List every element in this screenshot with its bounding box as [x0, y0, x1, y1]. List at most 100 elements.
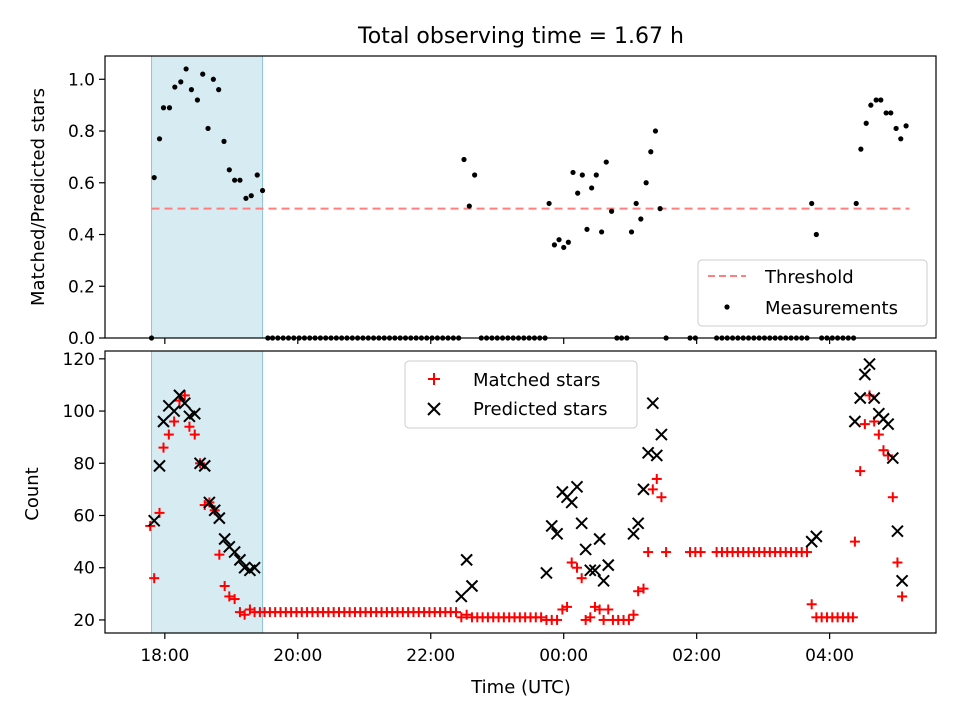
predicted-stars-point [198, 459, 211, 473]
predicted-legend-label: Predicted stars [473, 399, 607, 420]
count-x-tick-label: 02:00 [672, 646, 721, 666]
predicted-stars-point [540, 566, 553, 580]
measurements-point [166, 105, 173, 111]
predicted-stars-point [218, 532, 231, 546]
measurements-point [883, 110, 889, 116]
measurements-point [633, 200, 639, 207]
measurements-legend-swatch [724, 304, 730, 310]
predicted-stars-point [153, 459, 166, 473]
matched-stars-point [562, 601, 573, 612]
measurements-point [200, 71, 206, 77]
predicted-stars-point [167, 404, 181, 418]
measurements-point [237, 177, 243, 183]
matched-stars-point [628, 609, 639, 620]
measurements-point [248, 193, 254, 199]
measurements-point [813, 231, 819, 238]
ratio-y-tick-label: 0.8 [68, 122, 95, 142]
matched-stars-point [576, 573, 587, 584]
predicted-stars-point [584, 564, 597, 577]
predicted-stars-point [641, 446, 655, 460]
measurements-point [853, 200, 859, 207]
matched-stars-point [239, 609, 250, 620]
matched-stars-point [897, 591, 908, 602]
measurements-point [194, 97, 201, 103]
measurements-point [259, 187, 266, 194]
predicted-stars-point [455, 590, 468, 603]
predicted-stars-point [565, 496, 578, 509]
bottom-y-axis-label: Count [22, 467, 43, 520]
matched-stars-point [892, 557, 903, 568]
predicted-stars-point [602, 558, 615, 572]
predicted-stars-point [233, 553, 247, 567]
count-x-tick-label: 22:00 [406, 646, 455, 666]
matched-legend-label: Matched stars [473, 370, 600, 391]
matched-stars-point [536, 612, 547, 623]
predicted-stars-point [550, 527, 564, 540]
predicted-stars-point [858, 368, 872, 381]
matched-legend-swatch [428, 373, 440, 385]
predicted-stars-point [588, 564, 602, 577]
measurements-point [858, 146, 864, 152]
matched-stars-point [214, 549, 225, 560]
matched-stars-point [873, 429, 884, 440]
measurements-point [638, 216, 644, 222]
predicted-stars-point [575, 517, 588, 530]
measurements-point [873, 97, 879, 103]
count-x-tick-label: 04:00 [805, 646, 854, 666]
predicted-stars-point [810, 530, 823, 543]
measurements-point [599, 229, 605, 235]
matched-stars-point [224, 591, 235, 602]
measurements-point [210, 76, 216, 82]
measurements-point [652, 128, 659, 134]
matched-stars-point [184, 421, 195, 432]
predicted-stars-point [631, 517, 645, 530]
matched-stars-point [158, 442, 169, 453]
measurements-point [232, 177, 238, 183]
matched-stars-point [461, 609, 472, 620]
matched-stars-point [878, 445, 889, 456]
predicted-stars-point [848, 415, 862, 428]
predicted-stars-point [545, 519, 558, 533]
count-y-tick-label: 20 [73, 611, 95, 631]
measurements-point [461, 156, 467, 163]
measurements-point [809, 200, 815, 207]
predicted-stars-point [178, 397, 191, 410]
count-y-tick-label: 100 [63, 402, 95, 422]
measurements-point [172, 84, 178, 90]
count-observing-span [151, 350, 264, 634]
measurements-point [898, 136, 904, 142]
predicted-stars-point [208, 504, 221, 517]
predicted-stars-point [460, 553, 473, 567]
ratio-legend-box [697, 259, 928, 327]
measurements-point [579, 172, 585, 178]
measurements-point [156, 136, 163, 142]
matched-stars-point [219, 581, 230, 591]
predicted-stars-point [627, 527, 640, 540]
count-y-tick-label: 40 [73, 559, 95, 579]
measurements-point [643, 180, 649, 186]
matched-stars-point [695, 547, 706, 558]
count-x-tick-label: 00:00 [539, 646, 588, 666]
predicted-stars-point [891, 524, 904, 538]
measurements-point [657, 206, 663, 212]
matched-stars-point [855, 466, 866, 477]
measurements-point [160, 105, 167, 111]
predicted-stars-point [570, 480, 584, 493]
predicted-stars-point [655, 428, 668, 441]
matched-stars-point [656, 492, 667, 503]
measurements-point [878, 97, 884, 103]
ratio-y-tick-label: 0.2 [68, 277, 95, 297]
matched-stars-point [163, 429, 174, 440]
measurements-point [216, 87, 222, 93]
matched-stars-point [456, 612, 467, 623]
measurements-point [648, 149, 654, 155]
predicted-stars-point [650, 449, 663, 462]
matched-stars-point [189, 429, 200, 440]
ratio-legend: Threshold Measurements [697, 259, 928, 327]
matched-stars-point [638, 583, 649, 594]
matched-stars-point [847, 612, 858, 623]
x-axis-label: Time (UTC) [470, 677, 571, 698]
ratio-axes-frame [104, 55, 937, 339]
count-y-tick-label: 120 [63, 350, 95, 370]
